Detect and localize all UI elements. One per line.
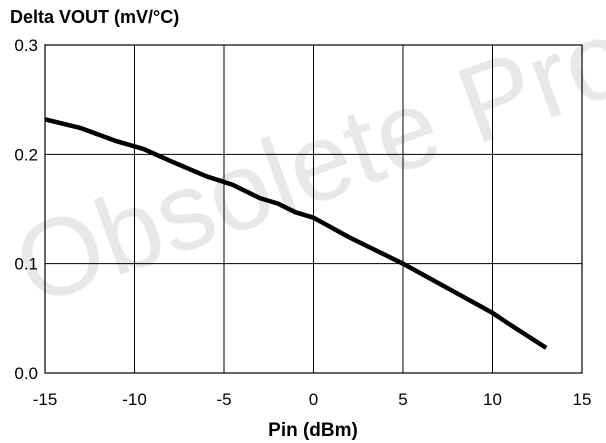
x-tick-label: 15 xyxy=(573,390,592,409)
y-tick-labels: 0.0 0.1 0.2 0.3 xyxy=(14,36,38,383)
x-tick-label: -5 xyxy=(216,390,231,409)
y-tick-label: 0.1 xyxy=(14,255,38,274)
x-tick-label: 10 xyxy=(483,390,502,409)
x-axis-label: Pin (dBm) xyxy=(268,420,358,441)
y-tick-label: 0.2 xyxy=(14,145,38,164)
x-tick-label: -10 xyxy=(122,390,147,409)
series-line xyxy=(44,117,548,350)
x-tick-labels: -15 -10 -5 0 5 10 15 xyxy=(33,390,592,409)
x-tick-label: -15 xyxy=(33,390,58,409)
x-tick-label: 0 xyxy=(309,390,318,409)
y-axis-label: Delta VOUT (mV/°C) xyxy=(10,7,179,27)
plot-frame xyxy=(44,44,583,374)
y-tick-label: 0.0 xyxy=(14,364,38,383)
watermark-text: Obsolete Product xyxy=(0,0,606,329)
x-tick-label: 5 xyxy=(398,390,407,409)
y-tick-label: 0.3 xyxy=(14,36,38,55)
